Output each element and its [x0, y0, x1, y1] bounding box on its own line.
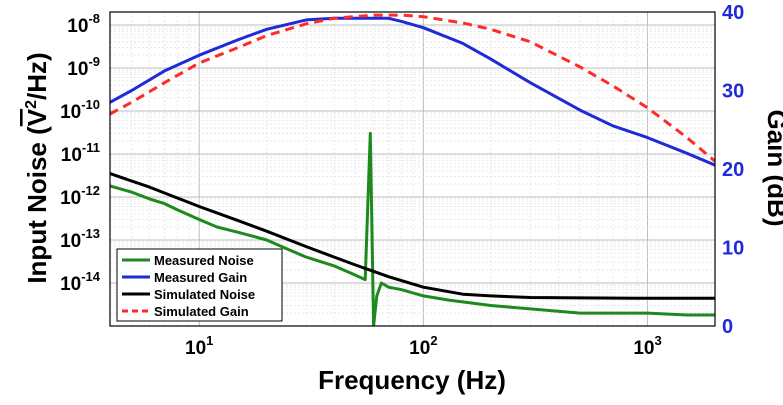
- y-left-axis-title: Input Noise (V2/Hz): [22, 52, 52, 283]
- y-left-tick-label: 10-10: [60, 97, 100, 123]
- y-left-tick-exponent: -13: [81, 226, 100, 241]
- series-layer: [110, 13, 715, 326]
- y-left-tick-exponent: -11: [82, 140, 100, 155]
- y-left-tick-exponent: -8: [88, 11, 100, 26]
- y-left-tick-label: 10-12: [60, 183, 100, 209]
- legend: Measured Noise Measured Gain Simulated N…: [116, 248, 283, 322]
- x-tick-label: 101: [185, 333, 213, 359]
- y-left-label-part2: /Hz): [22, 52, 52, 100]
- x-tick-exponent: 2: [430, 333, 437, 348]
- x-tick-label: 102: [409, 333, 437, 359]
- y-right-tick-label: 0: [722, 316, 733, 338]
- y-left-tick-label: 10-8: [67, 11, 100, 37]
- series-line-measured-gain: [110, 16, 715, 167]
- y-right-tick-label: 10: [722, 238, 744, 260]
- y-left-tick-label: 10-13: [60, 226, 100, 252]
- legend-label-simulated-gain: Simulated Gain: [154, 304, 249, 319]
- y-left-tick-label: 10-9: [67, 54, 100, 80]
- y-left-tick-exponent: -9: [88, 54, 100, 69]
- y-right-tick-label: 40: [722, 2, 744, 24]
- x-tick-exponent: 1: [206, 333, 213, 348]
- series-line-simulated-noise: [110, 172, 715, 300]
- x-tick-exponent: 3: [654, 333, 661, 348]
- y-left-tick-exponent: -14: [81, 269, 101, 284]
- series-line-simulated-gain: [110, 13, 715, 163]
- series-line-measured-noise: [110, 131, 715, 326]
- svg-text:Input Noise (V2/Hz): Input Noise (V2/Hz): [22, 52, 52, 283]
- y-right-tick-label: 20: [722, 159, 744, 181]
- tick-labels: 101 102 10310-810-910-1010-1110-1210-1310-…: [60, 2, 744, 359]
- y-right-tick-label: 30: [722, 81, 744, 103]
- y-left-label-part1: Input Noise (: [22, 126, 52, 284]
- legend-label-measured-gain: Measured Gain: [154, 270, 247, 285]
- y-left-tick-label: 10-11: [61, 140, 100, 166]
- y-left-label-sup: 2: [23, 100, 40, 109]
- plot-frame: [109, 11, 716, 327]
- y-left-tick-exponent: -10: [81, 97, 100, 112]
- y-left-tick-label: 10-14: [60, 269, 101, 295]
- legend-label-measured-noise: Measured Noise: [154, 253, 254, 268]
- y-left-tick-exponent: -12: [81, 183, 100, 198]
- y-right-axis-title: Gain (dB): [762, 110, 783, 227]
- y-left-label-v: V: [22, 108, 52, 126]
- legend-label-simulated-noise: Simulated Noise: [154, 287, 255, 302]
- x-tick-label: 103: [633, 333, 661, 359]
- x-axis-title: Frequency (Hz): [318, 365, 506, 395]
